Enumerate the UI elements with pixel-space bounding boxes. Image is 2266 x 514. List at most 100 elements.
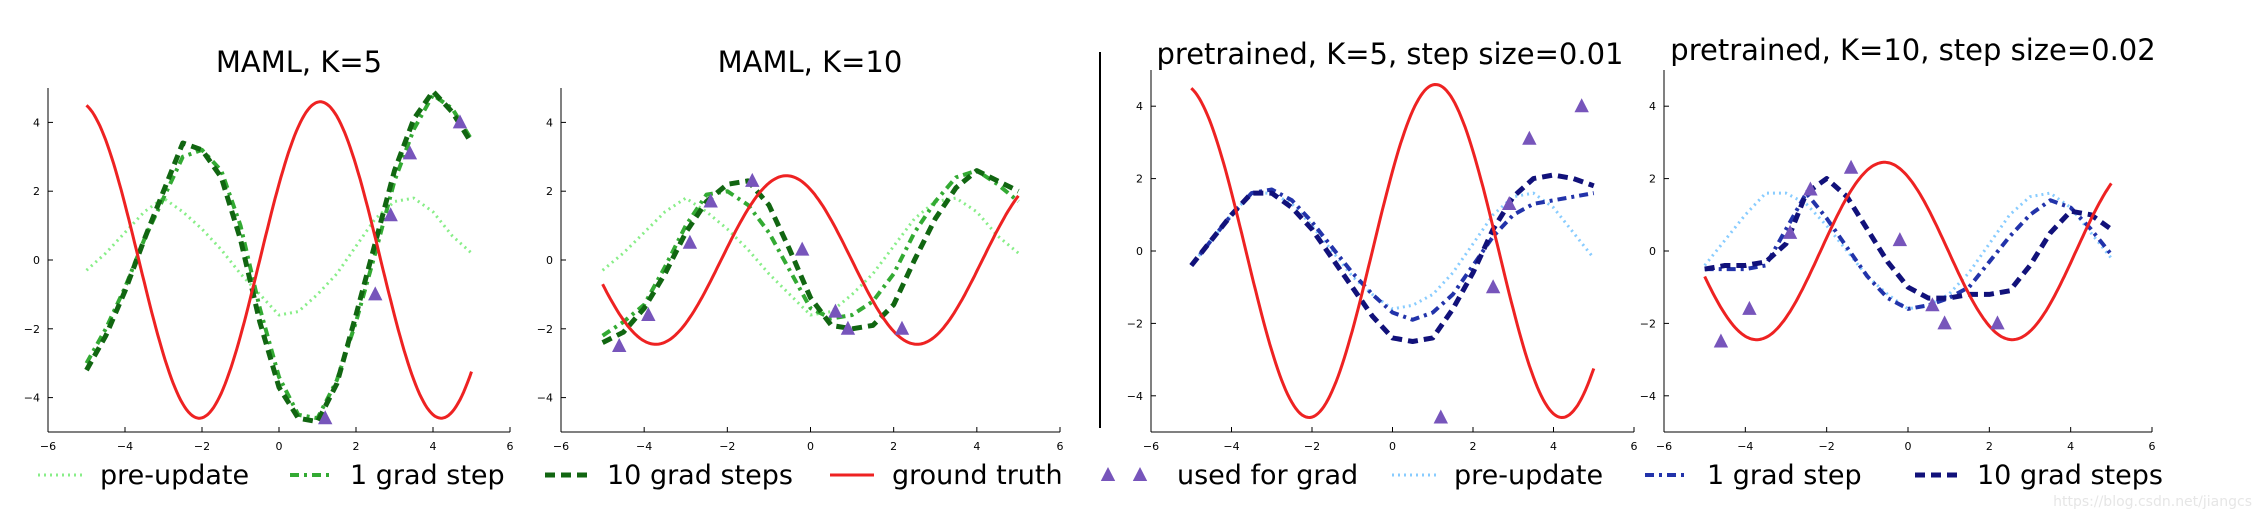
x-tick-label: 4 <box>2067 440 2074 453</box>
series-pre-update-line <box>1190 191 1595 311</box>
chart-title: pretrained, K=10, step size=0.02 <box>1670 33 2155 67</box>
legend-label: 1 grad step <box>350 460 505 491</box>
x-tick-label: −4 <box>636 440 652 453</box>
x-tick-label: 0 <box>1905 440 1912 453</box>
y-tick-label: 2 <box>546 185 553 198</box>
used-for-grad-marker <box>1990 315 2005 330</box>
y-tick-label: 0 <box>1649 245 1656 258</box>
legend-label: 10 grad steps <box>607 460 793 491</box>
used-for-grad-marker <box>1742 300 1757 315</box>
series-10-grad-steps-line <box>601 168 1020 345</box>
used-for-grad-marker <box>828 303 843 318</box>
x-tick-label: −6 <box>1143 440 1159 453</box>
series-pre-update-line <box>85 196 473 317</box>
legend-label: pre-update <box>1454 460 1603 491</box>
legend-label: used for grad <box>1177 460 1358 491</box>
legend-item-1: pre-update <box>38 460 249 491</box>
y-tick-label: −4 <box>24 392 40 405</box>
chart-title: MAML, K=10 <box>718 45 903 79</box>
x-tick-label: 4 <box>1550 440 1557 453</box>
y-tick-label: −4 <box>1127 390 1143 403</box>
y-tick-label: −2 <box>537 323 553 336</box>
used-for-grad-marker <box>1782 224 1798 239</box>
series-1-grad-step-line <box>1704 191 2113 311</box>
x-tick-label: 0 <box>807 440 814 453</box>
x-tick-label: −6 <box>40 440 56 453</box>
x-tick-label: 6 <box>1057 440 1064 453</box>
legend-label: pre-update <box>100 460 249 491</box>
used-for-grad-marker <box>840 320 856 335</box>
used-for-grad-marker <box>612 338 627 352</box>
y-tick-label: 2 <box>1136 173 1143 186</box>
x-tick-label: −2 <box>1819 440 1835 453</box>
used-for-grad-marker <box>1843 159 1859 174</box>
legend-item-5: used for grad <box>1100 460 1358 491</box>
series-1-grad-step-line <box>84 92 474 421</box>
y-tick-label: 0 <box>546 254 553 267</box>
chart-panel-4: pretrained, K=10, step size=0.02 −6 −4 −2 0 2… <box>1640 33 2156 453</box>
x-tick-label: 6 <box>507 440 514 453</box>
x-tick-label: −4 <box>1223 440 1239 453</box>
used-for-grad-marker <box>383 207 398 222</box>
used-for-grad-marker <box>894 320 910 335</box>
legend-label: 10 grad steps <box>1977 460 2163 491</box>
x-tick-label: 0 <box>1389 440 1396 453</box>
used-for-grad-marker <box>745 172 760 187</box>
legend-item-2: 1 grad step <box>290 460 505 491</box>
x-tick-label: −2 <box>194 440 210 453</box>
y-tick-label: −2 <box>1127 317 1143 330</box>
legend-item-7: 1 grad step <box>1645 460 1862 491</box>
y-tick-label: 2 <box>1649 173 1656 186</box>
chart-panel-2: MAML, K=10 −6 −4 −2 0 2 4 6 −4 −2 0 2 4 <box>537 45 1064 453</box>
series-10-grad-steps-line <box>84 88 474 425</box>
legend-item-3: 10 grad steps <box>545 460 793 491</box>
y-tick-label: 4 <box>33 116 40 129</box>
y-tick-label: 2 <box>33 185 40 198</box>
legend-label: 1 grad step <box>1707 460 1862 491</box>
used-for-grad-marker <box>794 241 810 256</box>
x-tick-label: −2 <box>1304 440 1320 453</box>
x-tick-label: 4 <box>973 440 980 453</box>
y-tick-label: 0 <box>33 254 40 267</box>
used-for-grad-marker <box>368 286 383 301</box>
x-tick-label: 4 <box>430 440 437 453</box>
x-tick-label: −6 <box>1656 440 1672 453</box>
x-tick-label: 2 <box>1986 440 1993 453</box>
legend-marker-icon <box>1132 467 1148 481</box>
y-tick-label: 0 <box>1136 245 1143 258</box>
x-tick-label: −4 <box>117 440 133 453</box>
y-tick-label: 4 <box>546 116 553 129</box>
used-for-grad-marker <box>1522 130 1537 145</box>
legend-item-8: 10 grad steps <box>1915 460 2163 491</box>
used-for-grad-marker <box>682 234 698 249</box>
chart-panel-1: MAML, K=5 −6 −4 −2 0 2 4 6 −4 −2 0 2 4 <box>24 45 514 453</box>
y-tick-label: −2 <box>24 323 40 336</box>
x-tick-label: 0 <box>276 440 283 453</box>
y-tick-label: 4 <box>1136 100 1143 113</box>
y-tick-label: −2 <box>1640 317 1656 330</box>
x-tick-label: 6 <box>1631 440 1638 453</box>
series-10-grad-steps-line <box>1704 176 2113 301</box>
series-ground-truth-line <box>1190 83 1596 419</box>
legend: pre-update 1 grad step 10 grad steps ground… <box>38 460 2163 491</box>
chart-title: pretrained, K=5, step size=0.01 <box>1157 37 1624 71</box>
legend-marker-icon <box>1100 467 1116 481</box>
series-1-grad-step-line <box>601 168 1020 338</box>
x-tick-label: 2 <box>890 440 897 453</box>
used-for-grad-marker <box>1937 315 1952 330</box>
used-for-grad-marker <box>1433 409 1448 424</box>
used-for-grad-marker <box>641 307 656 322</box>
y-tick-label: −4 <box>537 392 553 405</box>
x-tick-label: −2 <box>719 440 735 453</box>
used-for-grad-marker <box>1803 181 1818 196</box>
series-ground-truth-line <box>85 100 473 420</box>
used-for-grad-marker <box>1485 279 1501 294</box>
series-10-grad-steps-line <box>1189 172 1595 344</box>
used-for-grad-marker <box>1502 195 1517 210</box>
used-for-grad-marker <box>402 145 418 160</box>
used-for-grad-marker <box>452 114 468 129</box>
x-tick-label: 2 <box>1470 440 1477 453</box>
series-pre-update-line <box>1703 191 2113 311</box>
chart-panel-3: pretrained, K=5, step size=0.01 −6 −4 −2 0 2 4… <box>1127 37 1638 453</box>
